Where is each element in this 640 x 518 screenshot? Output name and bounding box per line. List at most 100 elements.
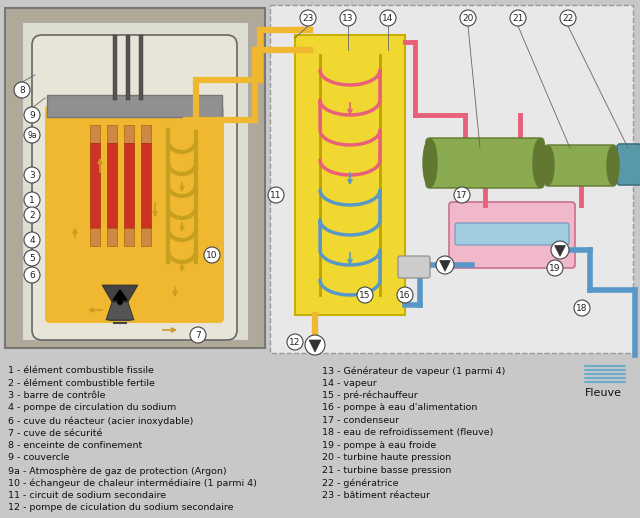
FancyBboxPatch shape (47, 95, 222, 117)
Text: 2 - élément combustible fertile: 2 - élément combustible fertile (8, 379, 155, 387)
Text: 11 - circuit de sodium secondaire: 11 - circuit de sodium secondaire (8, 491, 166, 500)
Circle shape (574, 300, 590, 316)
Circle shape (268, 187, 284, 203)
FancyBboxPatch shape (90, 125, 100, 143)
Text: 9a: 9a (27, 131, 37, 139)
FancyBboxPatch shape (449, 202, 575, 268)
Ellipse shape (542, 146, 554, 185)
Circle shape (340, 10, 356, 26)
Text: 11: 11 (270, 191, 282, 199)
FancyBboxPatch shape (5, 8, 265, 348)
Text: 2: 2 (29, 210, 35, 220)
FancyBboxPatch shape (617, 144, 640, 185)
Circle shape (460, 10, 476, 26)
Circle shape (560, 10, 576, 26)
Text: 23: 23 (302, 13, 314, 22)
Text: 6: 6 (29, 270, 35, 280)
FancyBboxPatch shape (141, 125, 151, 143)
Ellipse shape (607, 146, 619, 185)
Circle shape (380, 10, 396, 26)
Circle shape (287, 334, 303, 350)
Circle shape (24, 267, 40, 283)
Circle shape (24, 207, 40, 223)
Text: 7: 7 (195, 330, 201, 339)
FancyBboxPatch shape (113, 35, 117, 100)
FancyBboxPatch shape (45, 105, 224, 323)
Circle shape (204, 247, 220, 263)
FancyBboxPatch shape (426, 138, 544, 188)
Text: 14 - vapeur: 14 - vapeur (322, 379, 377, 387)
FancyBboxPatch shape (141, 143, 151, 228)
Circle shape (190, 327, 206, 343)
Text: 6 - cuve du réacteur (acier inoxydable): 6 - cuve du réacteur (acier inoxydable) (8, 416, 193, 425)
FancyBboxPatch shape (0, 358, 640, 518)
Text: 9: 9 (29, 110, 35, 120)
Text: 18 - eau de refroidissement (fleuve): 18 - eau de refroidissement (fleuve) (322, 428, 493, 438)
Text: 7 - cuve de sécurité: 7 - cuve de sécurité (8, 428, 102, 438)
Text: 1 - élément combustible fissile: 1 - élément combustible fissile (8, 366, 154, 375)
Circle shape (24, 250, 40, 266)
FancyBboxPatch shape (618, 148, 637, 182)
Circle shape (551, 241, 569, 259)
Text: 8: 8 (19, 85, 25, 94)
FancyBboxPatch shape (124, 228, 134, 246)
Text: 13 - Générateur de vapeur (1 parmi 4): 13 - Générateur de vapeur (1 parmi 4) (322, 366, 506, 376)
Circle shape (510, 10, 526, 26)
Text: Fleuve: Fleuve (584, 388, 621, 398)
Ellipse shape (423, 139, 437, 187)
Text: 8 - enceinte de confinement: 8 - enceinte de confinement (8, 441, 142, 450)
Text: 3 - barre de contrôle: 3 - barre de contrôle (8, 391, 106, 400)
Text: 20 - turbine haute pression: 20 - turbine haute pression (322, 453, 451, 463)
Ellipse shape (533, 139, 547, 187)
Circle shape (117, 299, 123, 305)
FancyBboxPatch shape (270, 5, 633, 353)
Polygon shape (555, 246, 565, 256)
Text: 23 - bâtiment réacteur: 23 - bâtiment réacteur (322, 491, 430, 500)
FancyBboxPatch shape (126, 35, 130, 100)
FancyBboxPatch shape (22, 22, 248, 340)
Text: 15: 15 (359, 291, 371, 299)
Polygon shape (309, 340, 321, 352)
Text: 12: 12 (289, 338, 301, 347)
Text: 13: 13 (342, 13, 354, 22)
Text: 16 - pompe à eau d'alimentation: 16 - pompe à eau d'alimentation (322, 404, 477, 412)
FancyBboxPatch shape (107, 143, 117, 228)
Circle shape (300, 10, 316, 26)
Circle shape (24, 232, 40, 248)
Text: 19 - pompe à eau froide: 19 - pompe à eau froide (322, 441, 436, 450)
Text: 21 - turbine basse pression: 21 - turbine basse pression (322, 466, 451, 475)
FancyBboxPatch shape (139, 35, 143, 100)
FancyBboxPatch shape (398, 256, 430, 278)
Circle shape (454, 187, 470, 203)
Text: 12 - pompe de ciculation du sodium secondaire: 12 - pompe de ciculation du sodium secon… (8, 503, 234, 512)
FancyBboxPatch shape (32, 35, 237, 340)
Polygon shape (106, 302, 134, 320)
FancyBboxPatch shape (619, 145, 637, 184)
Text: 4 - pompe de circulation du sodium: 4 - pompe de circulation du sodium (8, 404, 176, 412)
FancyBboxPatch shape (141, 228, 151, 246)
Text: 17: 17 (456, 191, 468, 199)
FancyBboxPatch shape (545, 145, 616, 186)
Circle shape (24, 167, 40, 183)
Text: 20: 20 (462, 13, 474, 22)
Text: 9a - Atmosphère de gaz de protection (Argon): 9a - Atmosphère de gaz de protection (Ar… (8, 466, 227, 476)
Text: 10 - échangeur de chaleur intermédiaire (1 parmi 4): 10 - échangeur de chaleur intermédiaire … (8, 479, 257, 488)
Text: 9 - couvercle: 9 - couvercle (8, 453, 69, 463)
Text: 22 - génératrice: 22 - génératrice (322, 479, 399, 488)
Text: 10: 10 (206, 251, 218, 260)
FancyBboxPatch shape (90, 143, 100, 228)
FancyBboxPatch shape (124, 125, 134, 143)
Circle shape (547, 260, 563, 276)
Text: 5: 5 (29, 253, 35, 263)
Circle shape (24, 127, 40, 143)
Text: 19: 19 (549, 264, 561, 272)
FancyBboxPatch shape (295, 35, 405, 315)
Circle shape (14, 82, 30, 98)
FancyBboxPatch shape (107, 125, 117, 143)
FancyBboxPatch shape (90, 228, 100, 246)
Circle shape (397, 287, 413, 303)
Text: 4: 4 (29, 236, 35, 244)
Text: 16: 16 (399, 291, 411, 299)
Text: 22: 22 (563, 13, 573, 22)
FancyBboxPatch shape (107, 228, 117, 246)
